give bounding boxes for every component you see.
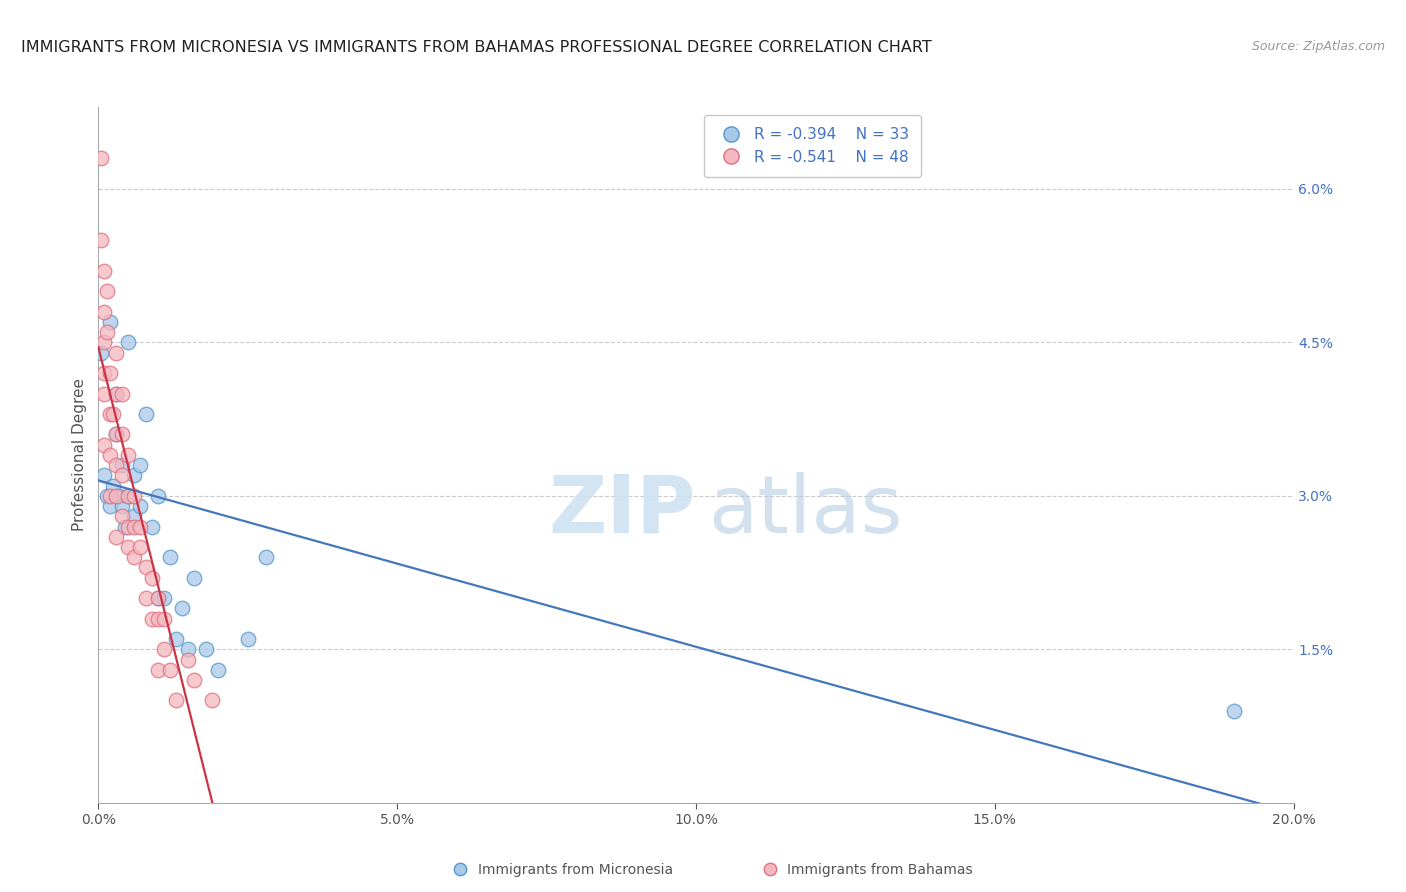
Point	[103, 478, 125, 492]
Point	[148, 591, 170, 606]
Point	[148, 489, 170, 503]
Point	[117, 540, 139, 554]
Point	[254, 550, 277, 565]
Point	[90, 345, 112, 359]
Point	[236, 632, 259, 646]
Point	[111, 427, 134, 442]
Point	[105, 489, 128, 503]
Point	[183, 673, 205, 687]
Point	[124, 489, 146, 503]
Point	[153, 642, 176, 657]
Point	[153, 591, 176, 606]
Point	[98, 315, 122, 329]
Point	[93, 468, 115, 483]
Point	[207, 663, 229, 677]
Point	[117, 519, 139, 533]
Point	[148, 612, 170, 626]
Point	[93, 264, 115, 278]
Point	[105, 427, 128, 442]
Point	[111, 458, 134, 472]
Text: Immigrants from Micronesia: Immigrants from Micronesia	[478, 863, 673, 877]
Point	[153, 612, 176, 626]
Point	[111, 499, 134, 513]
Point	[172, 601, 194, 615]
Point	[759, 862, 782, 876]
Point	[96, 284, 118, 298]
Point	[96, 489, 118, 503]
Point	[135, 591, 157, 606]
Text: Source: ZipAtlas.com: Source: ZipAtlas.com	[1251, 40, 1385, 54]
Point	[111, 468, 134, 483]
Point	[124, 509, 146, 524]
Point	[165, 632, 187, 646]
Point	[141, 519, 163, 533]
Point	[450, 862, 472, 876]
Point	[141, 612, 163, 626]
Text: Immigrants from Bahamas: Immigrants from Bahamas	[787, 863, 973, 877]
Point	[159, 663, 181, 677]
Point	[141, 571, 163, 585]
Point	[98, 489, 122, 503]
Point	[114, 519, 136, 533]
Point	[96, 325, 118, 339]
Point	[98, 448, 122, 462]
Point	[148, 663, 170, 677]
Point	[124, 550, 146, 565]
Point	[148, 591, 170, 606]
Point	[111, 509, 134, 524]
Point	[124, 468, 146, 483]
Point	[108, 489, 131, 503]
Point	[159, 550, 181, 565]
Point	[93, 366, 115, 380]
Point	[105, 458, 128, 472]
Point	[93, 386, 115, 401]
Point	[105, 345, 128, 359]
Point	[129, 519, 152, 533]
Point	[98, 499, 122, 513]
Point	[177, 642, 200, 657]
Point	[129, 540, 152, 554]
Point	[105, 386, 128, 401]
Point	[98, 366, 122, 380]
Point	[105, 386, 128, 401]
Point	[129, 499, 152, 513]
Point	[183, 571, 205, 585]
Legend: R = -0.394    N = 33, R = -0.541    N = 48: R = -0.394 N = 33, R = -0.541 N = 48	[703, 115, 921, 177]
Point	[93, 304, 115, 318]
Text: IMMIGRANTS FROM MICRONESIA VS IMMIGRANTS FROM BAHAMAS PROFESSIONAL DEGREE CORREL: IMMIGRANTS FROM MICRONESIA VS IMMIGRANTS…	[21, 40, 932, 55]
Point	[90, 151, 112, 165]
Point	[135, 407, 157, 421]
Point	[135, 560, 157, 574]
Point	[117, 448, 139, 462]
Y-axis label: Professional Degree: Professional Degree	[72, 378, 87, 532]
Text: ZIP: ZIP	[548, 472, 696, 549]
Point	[117, 489, 139, 503]
Point	[111, 386, 134, 401]
Point	[117, 335, 139, 350]
Point	[129, 458, 152, 472]
Point	[90, 233, 112, 247]
Point	[165, 693, 187, 707]
Point	[177, 652, 200, 666]
Text: atlas: atlas	[709, 472, 903, 549]
Point	[124, 519, 146, 533]
Point	[1223, 704, 1246, 718]
Point	[98, 407, 122, 421]
Point	[93, 335, 115, 350]
Point	[201, 693, 224, 707]
Point	[195, 642, 218, 657]
Point	[103, 407, 125, 421]
Point	[105, 427, 128, 442]
Point	[105, 530, 128, 544]
Point	[117, 489, 139, 503]
Point	[93, 438, 115, 452]
